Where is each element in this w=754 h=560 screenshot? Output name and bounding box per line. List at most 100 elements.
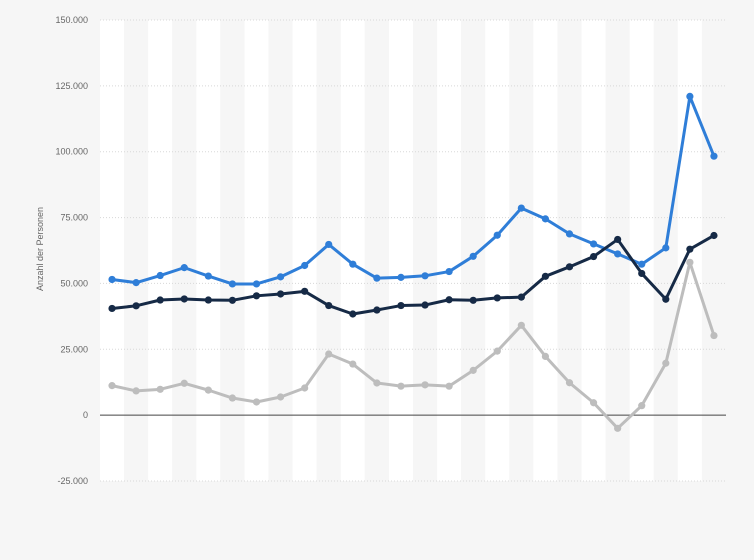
data-point[interactable] bbox=[662, 359, 670, 367]
data-point[interactable] bbox=[252, 280, 261, 288]
column-band bbox=[220, 20, 245, 481]
data-point[interactable] bbox=[493, 294, 501, 302]
data-point[interactable] bbox=[349, 310, 357, 318]
data-point[interactable] bbox=[397, 273, 405, 281]
data-point[interactable] bbox=[541, 215, 550, 223]
data-point[interactable] bbox=[325, 240, 333, 249]
data-point[interactable] bbox=[614, 235, 622, 244]
data-point[interactable] bbox=[180, 264, 188, 272]
data-point[interactable] bbox=[301, 261, 309, 270]
data-point[interactable] bbox=[638, 260, 646, 268]
data-point[interactable] bbox=[180, 379, 188, 387]
y-tick-label: -25.000 bbox=[57, 476, 88, 486]
data-point[interactable] bbox=[541, 272, 550, 280]
y-tick-label: 0 bbox=[83, 410, 88, 420]
column-band bbox=[244, 20, 269, 481]
series-line bbox=[111, 260, 716, 430]
data-point[interactable] bbox=[252, 292, 261, 300]
data-point[interactable] bbox=[469, 296, 477, 304]
data-point[interactable] bbox=[156, 296, 164, 304]
data-point[interactable] bbox=[686, 245, 694, 253]
data-point[interactable] bbox=[710, 231, 718, 240]
data-point[interactable] bbox=[421, 301, 429, 309]
data-point[interactable] bbox=[108, 275, 116, 284]
series-line bbox=[111, 234, 715, 316]
data-point[interactable] bbox=[493, 347, 501, 355]
data-point[interactable] bbox=[204, 296, 212, 304]
data-point[interactable] bbox=[180, 295, 188, 303]
data-point[interactable] bbox=[517, 204, 525, 212]
column-band bbox=[124, 20, 149, 481]
data-point[interactable] bbox=[108, 382, 116, 390]
data-point[interactable] bbox=[397, 382, 405, 390]
data-point[interactable] bbox=[397, 301, 405, 310]
data-point[interactable] bbox=[301, 287, 309, 295]
data-point[interactable] bbox=[228, 394, 237, 402]
data-point[interactable] bbox=[325, 350, 333, 358]
data-point[interactable] bbox=[252, 398, 261, 406]
data-point[interactable] bbox=[373, 379, 381, 387]
column-band bbox=[100, 20, 125, 481]
data-point[interactable] bbox=[517, 321, 525, 329]
data-point[interactable] bbox=[565, 379, 574, 387]
y-tick-label: 125.000 bbox=[55, 81, 88, 91]
data-point[interactable] bbox=[132, 279, 140, 287]
column-band bbox=[268, 20, 293, 481]
data-point[interactable] bbox=[204, 386, 212, 394]
data-point[interactable] bbox=[662, 295, 670, 303]
data-point[interactable] bbox=[686, 92, 694, 100]
column-band bbox=[437, 20, 462, 481]
data-point[interactable] bbox=[565, 263, 574, 271]
column-bands bbox=[100, 20, 726, 481]
data-point[interactable] bbox=[228, 296, 237, 304]
data-point[interactable] bbox=[445, 267, 453, 276]
data-point[interactable] bbox=[638, 402, 646, 410]
data-point[interactable] bbox=[421, 272, 429, 280]
data-point[interactable] bbox=[132, 302, 140, 310]
data-point[interactable] bbox=[589, 252, 598, 261]
data-point[interactable] bbox=[445, 382, 453, 390]
data-point[interactable] bbox=[710, 331, 718, 340]
data-point[interactable] bbox=[638, 269, 646, 278]
data-point[interactable] bbox=[276, 393, 285, 401]
data-point[interactable] bbox=[349, 260, 357, 268]
column-band bbox=[340, 20, 365, 481]
data-point[interactable] bbox=[541, 352, 550, 360]
data-point[interactable] bbox=[276, 290, 285, 298]
data-point[interactable] bbox=[132, 387, 140, 395]
column-band bbox=[413, 20, 438, 481]
data-point[interactable] bbox=[349, 360, 357, 368]
data-point[interactable] bbox=[301, 384, 309, 392]
data-point[interactable] bbox=[614, 250, 622, 258]
column-band bbox=[292, 20, 317, 481]
data-point[interactable] bbox=[469, 252, 477, 260]
data-point[interactable] bbox=[686, 258, 694, 266]
data-point[interactable] bbox=[710, 152, 718, 160]
data-point[interactable] bbox=[493, 231, 501, 239]
data-point[interactable] bbox=[325, 301, 333, 310]
data-point[interactable] bbox=[228, 280, 237, 288]
data-point[interactable] bbox=[589, 399, 598, 407]
data-point[interactable] bbox=[204, 272, 212, 280]
data-point[interactable] bbox=[373, 306, 381, 314]
data-point[interactable] bbox=[517, 293, 525, 301]
series-3 bbox=[108, 258, 718, 432]
y-tick-label: 100.000 bbox=[55, 147, 88, 157]
column-band bbox=[388, 20, 413, 481]
y-tick-label: 75.000 bbox=[60, 213, 88, 223]
data-point[interactable] bbox=[156, 271, 164, 280]
data-point[interactable] bbox=[156, 385, 164, 393]
data-point[interactable] bbox=[469, 366, 477, 374]
data-point[interactable] bbox=[589, 240, 598, 248]
data-point[interactable] bbox=[421, 381, 429, 389]
column-band bbox=[533, 20, 558, 481]
data-point[interactable] bbox=[373, 274, 381, 282]
data-point[interactable] bbox=[662, 244, 670, 252]
y-tick-labels: 150.000 125.000 100.000 75.000 50.000 25.000 0… bbox=[55, 15, 88, 486]
column-band bbox=[485, 20, 510, 481]
data-point[interactable] bbox=[445, 296, 453, 304]
data-point[interactable] bbox=[276, 273, 285, 281]
data-point[interactable] bbox=[565, 230, 574, 238]
data-point[interactable] bbox=[614, 424, 622, 432]
data-point[interactable] bbox=[108, 304, 116, 313]
